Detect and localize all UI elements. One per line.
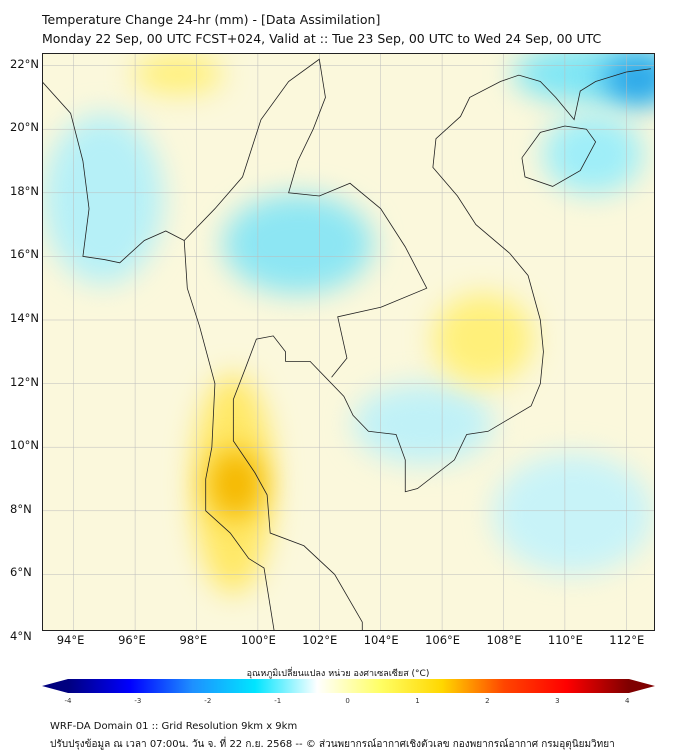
- lon-tick-label: 94°E: [56, 633, 85, 647]
- lon-tick-label: 98°E: [179, 633, 208, 647]
- field-cyan-north-thailand: [223, 194, 373, 294]
- field-cyan-gulf: [353, 384, 493, 464]
- field-yellow-cambodia: [433, 294, 533, 384]
- footer-credit: ปรับปรุงข้อมูล ณ เวลา 07:00น. วัน จ. ที่…: [50, 739, 615, 750]
- country-border: [183, 58, 428, 378]
- colorbar-tick-label: 0: [345, 697, 350, 705]
- lat-tick-label: 22°N: [10, 56, 39, 71]
- colorbar-gradient: [68, 679, 629, 693]
- lat-tick-label: 18°N: [10, 183, 39, 198]
- colorbar-tick-label: -4: [64, 697, 72, 705]
- lon-tick-label: 108°E: [486, 633, 522, 647]
- lon-tick-label: 106°E: [425, 633, 461, 647]
- lat-tick-label: 14°N: [10, 311, 39, 325]
- lat-tick-label: 10°N: [10, 438, 39, 453]
- colorbar-tick-label: 3: [555, 697, 560, 705]
- colorbar-tick-label: 1: [415, 697, 420, 705]
- lat-tick-label: 6°N: [10, 565, 32, 580]
- temperature-change-map: [42, 53, 655, 631]
- map-title: Temperature Change 24-hr (mm) - [Data As…: [42, 12, 381, 27]
- field-orange-south: [208, 449, 263, 519]
- lon-tick-label: 110°E: [547, 633, 583, 647]
- map-subtitle: Monday 22 Sep, 00 UTC FCST+024, Valid at…: [42, 31, 602, 46]
- colorbar-max-arrow: [629, 679, 655, 693]
- colorbar-tick-label: -2: [204, 697, 212, 705]
- lon-tick-label: 100°E: [240, 633, 276, 647]
- lon-tick-label: 102°E: [302, 633, 338, 647]
- coastline: [43, 68, 651, 630]
- lat-tick-label: 16°N: [10, 247, 39, 262]
- lat-tick-label: 12°N: [10, 374, 39, 389]
- lat-tick-label: 8°N: [10, 501, 32, 516]
- lat-tick-label: 4°N: [10, 629, 32, 643]
- lon-tick-label: 96°E: [118, 633, 146, 647]
- field-yellow-north: [133, 54, 223, 94]
- colorbar: [42, 679, 655, 693]
- lon-tick-label: 112°E: [609, 633, 645, 647]
- coastline-grid-layer: [43, 54, 654, 630]
- lat-tick-label: 20°N: [10, 120, 39, 135]
- colorbar-label: อุณหภูมิเปลี่ยนแปลง หน่วย องศาเซลเซียส (…: [246, 669, 430, 679]
- colorbar-tick-label: 2: [485, 697, 490, 705]
- colorbar-min-arrow: [42, 679, 68, 693]
- colorbar-tick-label: 4: [624, 697, 630, 705]
- footer-model-info: WRF-DA Domain 01 :: Grid Resolution 9km …: [50, 721, 298, 732]
- colorbar-tick-label: -3: [134, 697, 142, 705]
- field-blue-corner: [603, 54, 654, 104]
- lon-tick-label: 104°E: [363, 633, 399, 647]
- colorbar-tick-label: -1: [274, 697, 282, 705]
- field-cyan-west: [43, 114, 163, 284]
- hainan-coastline: [521, 125, 597, 187]
